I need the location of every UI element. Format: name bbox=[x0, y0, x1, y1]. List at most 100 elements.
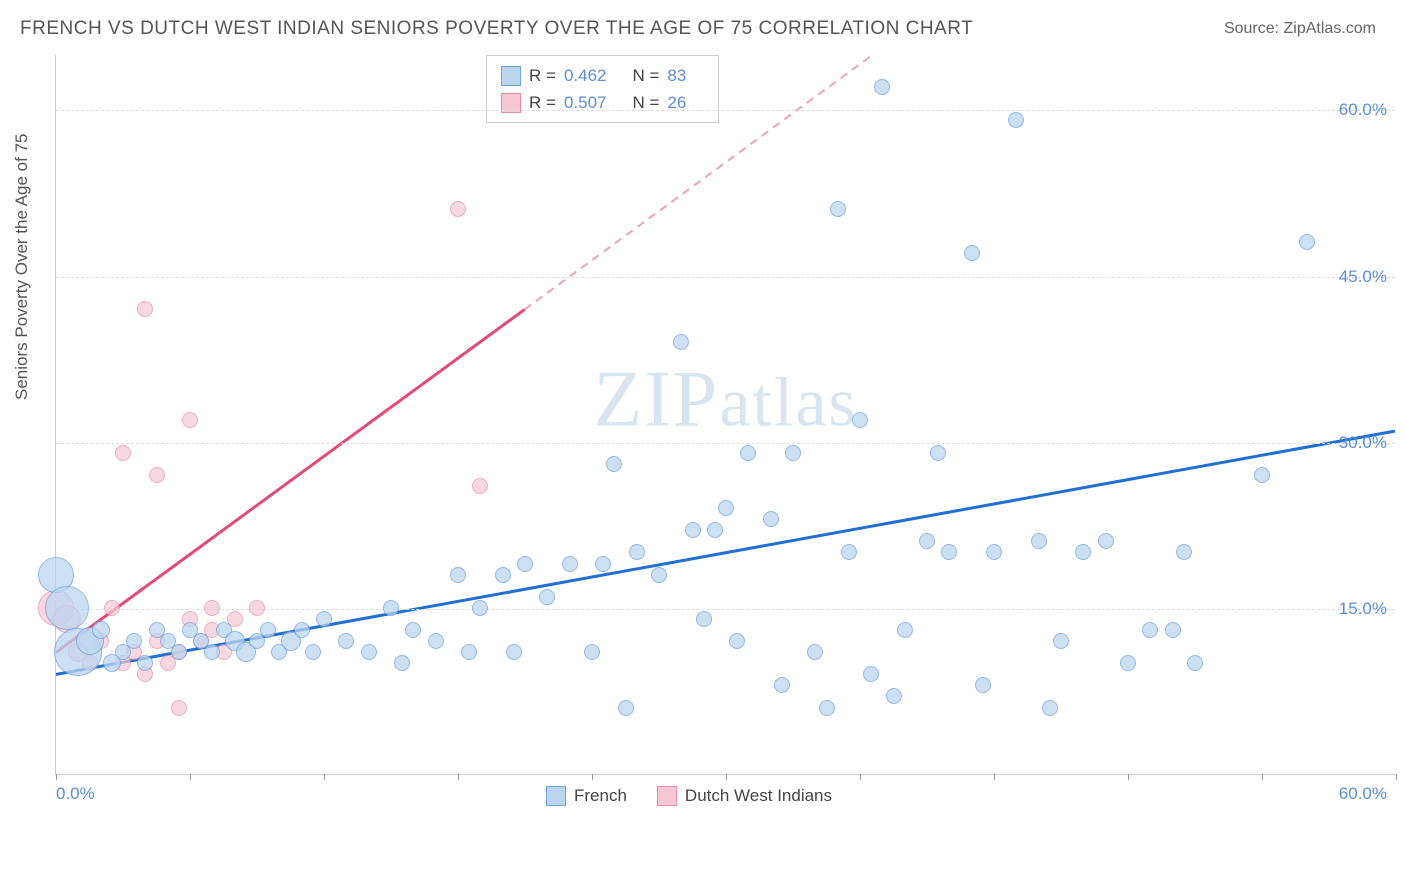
x-tick bbox=[1128, 774, 1129, 780]
swatch-french-icon bbox=[546, 786, 566, 806]
x-tick bbox=[592, 774, 593, 780]
data-point-french bbox=[886, 688, 902, 704]
plot-area: ZIPatlas R = 0.462 N = 83 R = 0.507 N = … bbox=[55, 55, 1395, 775]
series-legend: French Dutch West Indians bbox=[546, 786, 832, 806]
data-point-french bbox=[975, 677, 991, 693]
data-point-french bbox=[361, 644, 377, 660]
data-point-dutch bbox=[171, 700, 187, 716]
data-point-french bbox=[450, 567, 466, 583]
gridline bbox=[56, 277, 1395, 278]
data-point-french bbox=[539, 589, 555, 605]
x-axis-min-label: 0.0% bbox=[56, 784, 95, 804]
data-point-french bbox=[729, 633, 745, 649]
n-label: N = bbox=[632, 62, 659, 89]
data-point-french bbox=[472, 600, 488, 616]
data-point-dutch bbox=[204, 600, 220, 616]
chart-container: ZIPatlas R = 0.462 N = 83 R = 0.507 N = … bbox=[55, 55, 1395, 775]
data-point-french bbox=[495, 567, 511, 583]
x-tick bbox=[726, 774, 727, 780]
data-point-french bbox=[785, 445, 801, 461]
legend-label-dutch: Dutch West Indians bbox=[685, 786, 832, 806]
data-point-french bbox=[584, 644, 600, 660]
data-point-french bbox=[1031, 533, 1047, 549]
legend-item-french: French bbox=[546, 786, 627, 806]
y-tick-label: 45.0% bbox=[1339, 267, 1387, 287]
data-point-dutch bbox=[249, 600, 265, 616]
data-point-french bbox=[461, 644, 477, 660]
data-point-french bbox=[897, 622, 913, 638]
n-value-dutch: 26 bbox=[667, 89, 686, 116]
data-point-french bbox=[986, 544, 1002, 560]
y-tick-label: 30.0% bbox=[1339, 433, 1387, 453]
r-label: R = bbox=[529, 89, 556, 116]
data-point-french bbox=[383, 600, 399, 616]
data-point-french bbox=[338, 633, 354, 649]
data-point-french bbox=[126, 633, 142, 649]
data-point-french bbox=[685, 522, 701, 538]
data-point-dutch bbox=[472, 478, 488, 494]
x-tick bbox=[458, 774, 459, 780]
data-point-french bbox=[204, 644, 220, 660]
r-value-french: 0.462 bbox=[564, 62, 607, 89]
y-tick-label: 60.0% bbox=[1339, 100, 1387, 120]
x-tick bbox=[860, 774, 861, 780]
data-point-french bbox=[316, 611, 332, 627]
x-tick bbox=[994, 774, 995, 780]
data-point-french bbox=[1053, 633, 1069, 649]
legend-label-french: French bbox=[574, 786, 627, 806]
legend-item-dutch: Dutch West Indians bbox=[657, 786, 832, 806]
data-point-french bbox=[171, 644, 187, 660]
data-point-french bbox=[405, 622, 421, 638]
data-point-dutch bbox=[182, 412, 198, 428]
x-axis-max-label: 60.0% bbox=[1339, 784, 1387, 804]
x-tick bbox=[324, 774, 325, 780]
data-point-french bbox=[506, 644, 522, 660]
data-point-french bbox=[1165, 622, 1181, 638]
y-axis-label: Seniors Poverty Over the Age of 75 bbox=[12, 134, 32, 400]
source-label: Source: ZipAtlas.com bbox=[1224, 20, 1376, 38]
data-point-french bbox=[606, 456, 622, 472]
data-point-french bbox=[852, 412, 868, 428]
data-point-french bbox=[807, 644, 823, 660]
data-point-french bbox=[1042, 700, 1058, 716]
data-point-dutch bbox=[149, 467, 165, 483]
y-tick-label: 15.0% bbox=[1339, 599, 1387, 619]
r-value-dutch: 0.507 bbox=[564, 89, 607, 116]
data-point-french bbox=[428, 633, 444, 649]
data-point-french bbox=[1098, 533, 1114, 549]
stats-row-french: R = 0.462 N = 83 bbox=[501, 62, 704, 89]
data-point-french bbox=[260, 622, 276, 638]
data-point-french bbox=[774, 677, 790, 693]
x-tick bbox=[1396, 774, 1397, 780]
data-point-french bbox=[1187, 655, 1203, 671]
data-point-french bbox=[964, 245, 980, 261]
data-point-french bbox=[1254, 467, 1270, 483]
swatch-french bbox=[501, 66, 521, 86]
data-point-french bbox=[562, 556, 578, 572]
x-tick bbox=[190, 774, 191, 780]
data-point-french bbox=[629, 544, 645, 560]
x-tick bbox=[56, 774, 57, 780]
data-point-french bbox=[1008, 112, 1024, 128]
r-label: R = bbox=[529, 62, 556, 89]
data-point-french bbox=[740, 445, 756, 461]
data-point-french bbox=[305, 644, 321, 660]
data-point-french bbox=[841, 544, 857, 560]
data-point-french bbox=[1142, 622, 1158, 638]
data-point-french bbox=[517, 556, 533, 572]
data-point-french bbox=[294, 622, 310, 638]
data-point-french bbox=[92, 621, 110, 639]
stats-legend: R = 0.462 N = 83 R = 0.507 N = 26 bbox=[486, 55, 719, 123]
data-point-french bbox=[707, 522, 723, 538]
gridline bbox=[56, 110, 1395, 111]
data-point-french bbox=[930, 445, 946, 461]
data-point-french bbox=[874, 79, 890, 95]
data-point-dutch bbox=[115, 445, 131, 461]
data-point-french bbox=[137, 655, 153, 671]
data-point-french bbox=[718, 500, 734, 516]
x-tick bbox=[1262, 774, 1263, 780]
data-point-french bbox=[763, 511, 779, 527]
data-point-french bbox=[863, 666, 879, 682]
data-point-french bbox=[1120, 655, 1136, 671]
data-point-dutch bbox=[104, 600, 120, 616]
